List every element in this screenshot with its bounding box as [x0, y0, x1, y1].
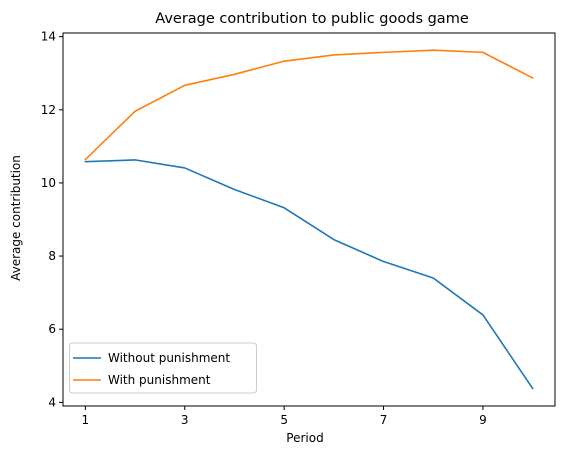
- x-tick-label: 1: [82, 413, 90, 427]
- x-tick-label: 9: [479, 413, 487, 427]
- legend-label-1: Without punishment: [108, 351, 230, 365]
- legend-box: [69, 342, 257, 394]
- y-tick-label: 12: [41, 103, 56, 117]
- x-tick-label: 5: [280, 413, 288, 427]
- y-tick-label: 6: [48, 322, 56, 336]
- chart-title: Average contribution to public goods gam…: [155, 11, 469, 27]
- y-tick-label: 10: [41, 176, 56, 190]
- legend: Without punishment With punishment: [69, 342, 257, 394]
- legend-label-2: With punishment: [108, 373, 211, 387]
- plot-area: [84, 49, 534, 390]
- y-tick-label: 8: [48, 249, 56, 263]
- x-tick-label: 7: [380, 413, 388, 427]
- y-tick-label: 14: [41, 30, 56, 44]
- x-axis-label: Period: [286, 431, 323, 445]
- series-line-1: [84, 159, 534, 390]
- series-line-2: [84, 49, 534, 161]
- x-tick-label: 3: [181, 413, 189, 427]
- y-tick-label: 4: [48, 395, 56, 409]
- y-axis-label: Average contribution: [9, 155, 23, 281]
- y-axis: 4 6 8 10 12 14: [41, 30, 63, 409]
- plot-frame: [62, 32, 556, 407]
- x-axis: 1 3 5 7 9: [82, 406, 487, 427]
